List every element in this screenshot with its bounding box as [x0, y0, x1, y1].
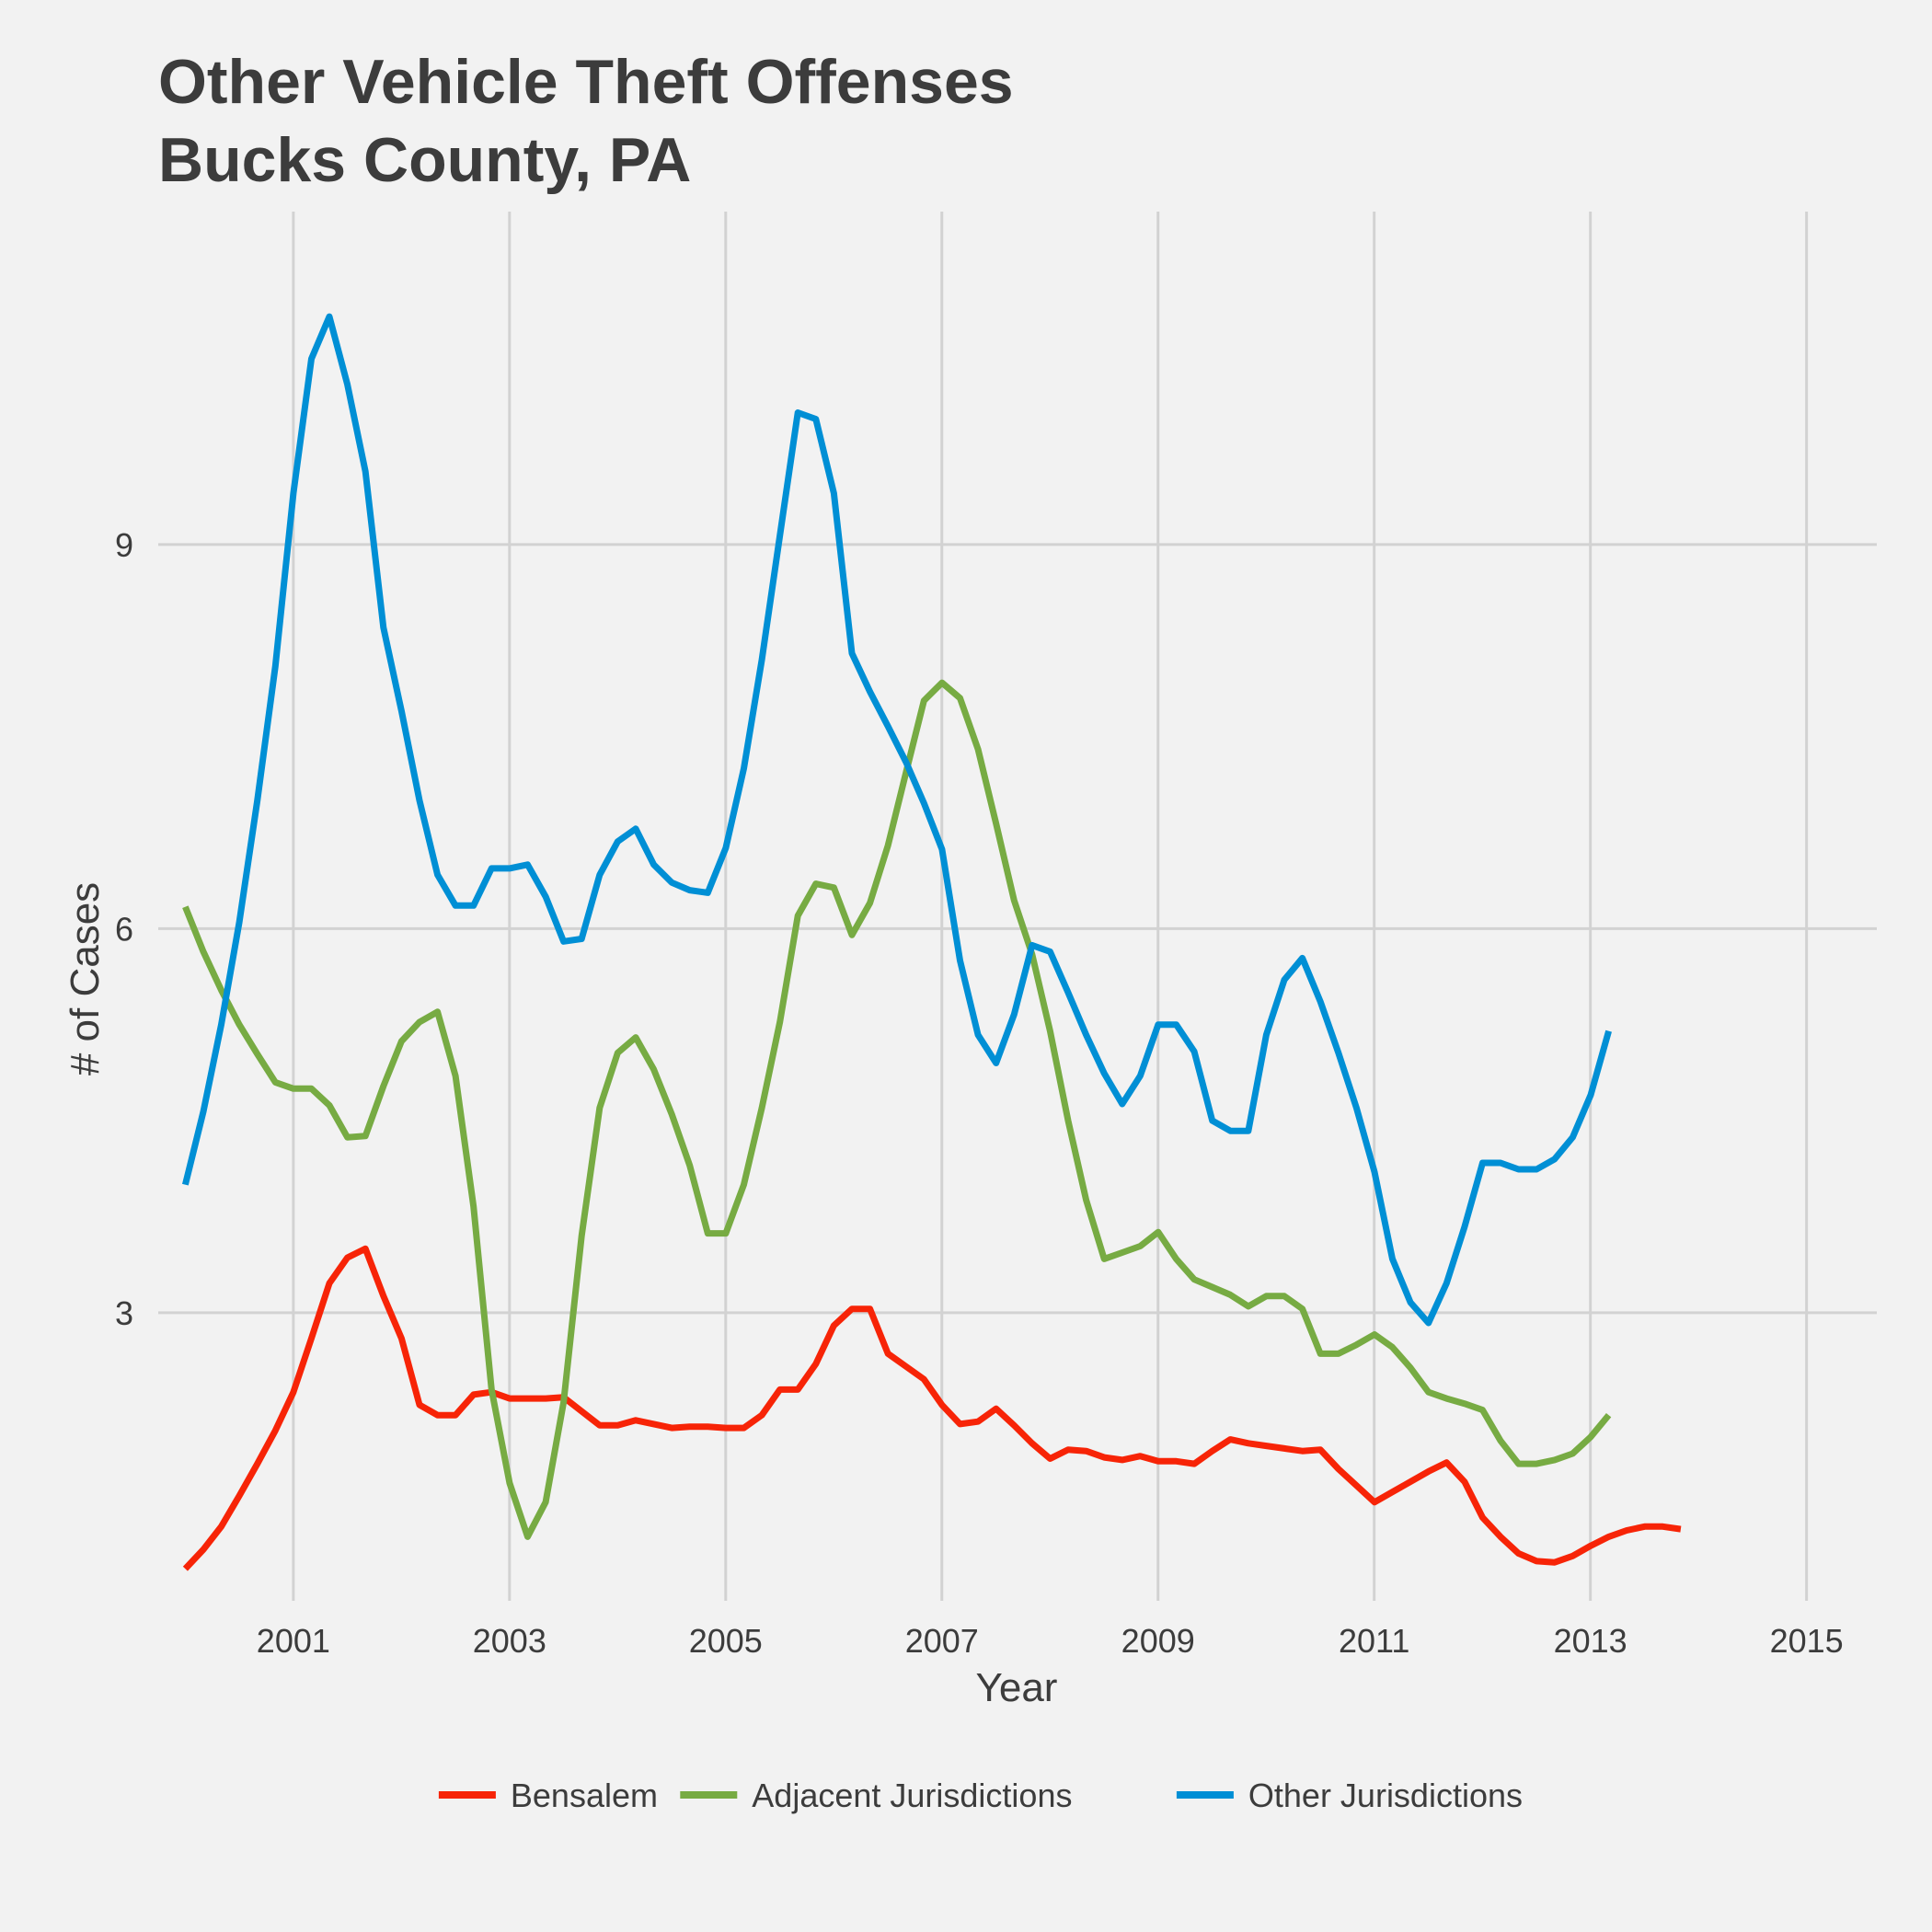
- legend-label-other-jurisdictions: Other Jurisdictions: [1248, 1777, 1523, 1814]
- y-tick-label-9: 9: [115, 526, 133, 564]
- x-tick-label-2005: 2005: [689, 1622, 763, 1660]
- x-tick-labels: 2001 2003 2005 2007 2009 2011 2013 2015: [257, 1622, 1844, 1660]
- chart-title-line-1: Other Vehicle Theft Offenses: [158, 47, 1014, 117]
- y-tick-label-6: 6: [115, 910, 133, 948]
- x-tick-label-2009: 2009: [1121, 1622, 1195, 1660]
- x-tick-label-2013: 2013: [1554, 1622, 1627, 1660]
- x-tick-label-2011: 2011: [1339, 1622, 1409, 1660]
- chart-title-line-2: Bucks County, PA: [158, 125, 691, 195]
- series-lines: [182, 313, 1682, 1571]
- x-axis-title: Year: [976, 1665, 1058, 1710]
- x-tick-label-2007: 2007: [905, 1622, 979, 1660]
- x-gridlines: [292, 212, 1809, 1601]
- y-axis-title: # of Cases: [63, 882, 108, 1075]
- legend: Bensalem Adjacent Jurisdictions Other Juri…: [438, 1777, 1523, 1814]
- x-tick-label-2001: 2001: [257, 1622, 330, 1660]
- series-line-adjacent-jurisdictions: [182, 679, 1612, 1540]
- series-line-other-jurisdictions: [182, 313, 1612, 1327]
- x-tick-label-2015: 2015: [1770, 1622, 1844, 1660]
- legend-label-bensalem: Bensalem: [511, 1777, 658, 1814]
- series-line-bensalem: [182, 1245, 1682, 1571]
- x-tick-label-2003: 2003: [473, 1622, 546, 1660]
- y-tick-labels: 3 6 9: [115, 526, 133, 1332]
- legend-label-adjacent-jurisdictions: Adjacent Jurisdictions: [752, 1777, 1072, 1814]
- y-tick-label-3: 3: [115, 1294, 133, 1332]
